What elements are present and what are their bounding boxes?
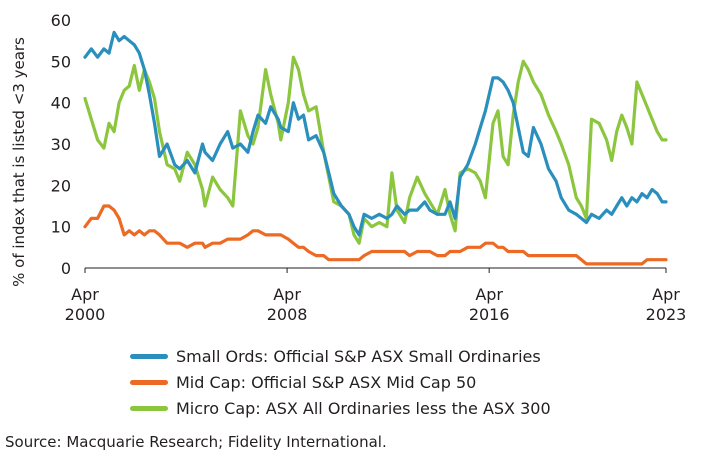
legend-swatch-micro-cap bbox=[130, 405, 168, 411]
y-tick-label: 10 bbox=[51, 218, 71, 237]
x-tick-label: 2008 bbox=[267, 305, 308, 324]
line-chart: 0102030405060Apr2000Apr2008Apr2016Apr202… bbox=[10, 11, 687, 324]
y-tick-label: 0 bbox=[61, 259, 71, 278]
y-tick-label: 30 bbox=[51, 135, 71, 154]
legend-item-mid-cap: Mid Cap: Official S&P ASX Mid Cap 50 bbox=[130, 369, 551, 395]
legend-item-micro-cap: Micro Cap: ASX All Ordinaries less the A… bbox=[130, 395, 551, 421]
y-tick-label: 40 bbox=[51, 94, 71, 113]
source-note: Source: Macquarie Research; Fidelity Int… bbox=[5, 433, 387, 451]
chart-legend: Small Ords: Official S&P ASX Small Ordin… bbox=[130, 343, 551, 421]
legend-swatch-small-ords bbox=[130, 353, 168, 359]
x-tick-label: 2016 bbox=[469, 305, 510, 324]
legend-label-small-ords: Small Ords: Official S&P ASX Small Ordin… bbox=[176, 346, 541, 366]
y-tick-label: 20 bbox=[51, 176, 71, 195]
x-tick-label: 2023 bbox=[646, 305, 687, 324]
x-tick-label: Apr bbox=[652, 285, 680, 304]
legend-swatch-mid-cap bbox=[130, 379, 168, 385]
series-line-2 bbox=[83, 204, 668, 266]
y-tick-label: 60 bbox=[51, 11, 71, 30]
chart-series bbox=[83, 30, 668, 266]
x-tick-label: Apr bbox=[475, 285, 503, 304]
x-tick-label: Apr bbox=[273, 285, 301, 304]
chart-axes: 0102030405060Apr2000Apr2008Apr2016Apr202… bbox=[51, 11, 687, 324]
x-tick-label: 2000 bbox=[65, 305, 106, 324]
x-tick-label: Apr bbox=[71, 285, 99, 304]
legend-label-micro-cap: Micro Cap: ASX All Ordinaries less the A… bbox=[176, 398, 551, 418]
y-tick-label: 50 bbox=[51, 52, 71, 71]
legend-label-mid-cap: Mid Cap: Official S&P ASX Mid Cap 50 bbox=[176, 372, 477, 392]
series-line-1 bbox=[83, 30, 668, 237]
y-axis-label: % of index that is listed <3 years bbox=[10, 37, 28, 287]
series-line-0 bbox=[83, 55, 668, 245]
legend-item-small-ords: Small Ords: Official S&P ASX Small Ordin… bbox=[130, 343, 551, 369]
